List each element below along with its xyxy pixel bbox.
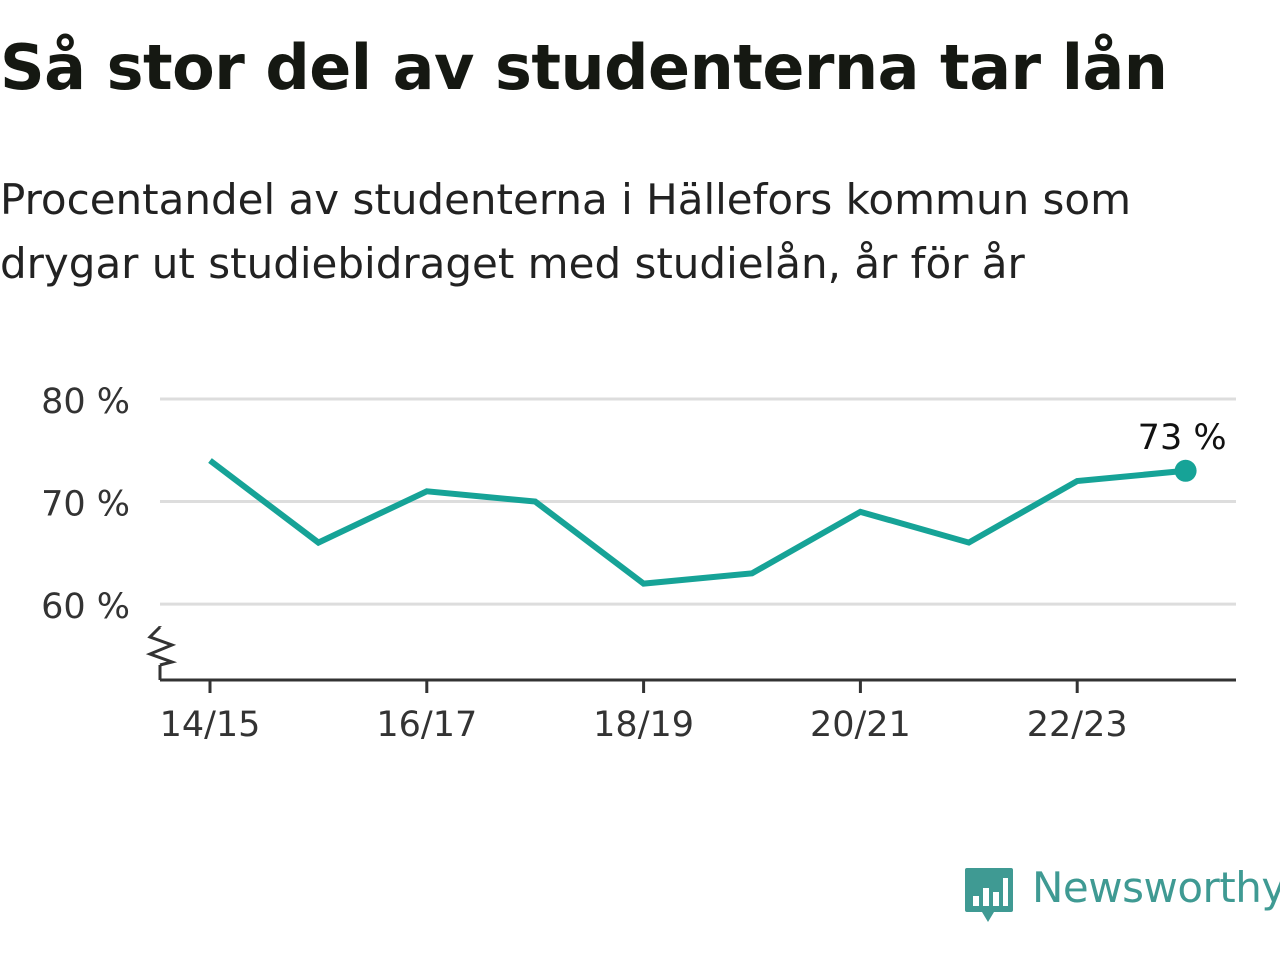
gridlines	[160, 397, 1236, 606]
x-tick-label: 18/19	[593, 705, 694, 745]
bar-chart-speech-bubble-icon	[965, 868, 1013, 922]
y-tick-label: 80 %	[41, 382, 130, 422]
x-axis-ticks: 14/15 16/17 18/19 20/21 22/23	[160, 680, 1128, 745]
x-tick-label: 14/15	[160, 705, 261, 745]
y-axis-break-icon	[145, 625, 178, 667]
logo-text: Newsworthy	[1032, 863, 1280, 912]
x-tick-label: 20/21	[810, 705, 911, 745]
end-point-marker	[1174, 459, 1197, 482]
series	[208, 458, 1197, 587]
axes	[145, 625, 1236, 682]
series-line	[208, 458, 1186, 587]
y-tick-label: 60 %	[41, 587, 130, 627]
x-tick-label: 22/23	[1027, 705, 1128, 745]
data-labels: 73 %	[1138, 418, 1227, 458]
end-point-label: 73 %	[1138, 418, 1227, 458]
y-tick-label: 70 %	[41, 485, 130, 525]
chart-title: Så stor del av studenterna tar lån	[0, 31, 1168, 104]
chart-subtitle: Procentandel av studenterna i Hällefors …	[0, 175, 1132, 288]
y-axis-tick-labels: 60 % 70 % 80 %	[41, 382, 130, 627]
x-tick-label: 16/17	[376, 705, 477, 745]
newsworthy-logo: Newsworthy	[964, 862, 1280, 928]
